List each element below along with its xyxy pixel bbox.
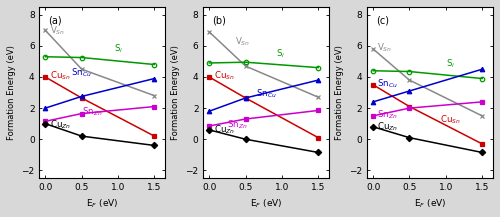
Text: S$_i$: S$_i$ (114, 43, 124, 55)
Y-axis label: Formation Energy (eV): Formation Energy (eV) (7, 45, 16, 140)
Text: (a): (a) (48, 15, 62, 26)
Text: Sn$_{Zn}$: Sn$_{Zn}$ (378, 109, 398, 121)
Text: V$_{Sn}$: V$_{Sn}$ (378, 42, 392, 54)
Text: Sn$_{Cu}$: Sn$_{Cu}$ (72, 66, 92, 79)
Text: Cu$_{Sn}$: Cu$_{Sn}$ (440, 113, 461, 126)
Text: Sn$_{Zn}$: Sn$_{Zn}$ (226, 119, 247, 131)
Y-axis label: Formation Energy (eV): Formation Energy (eV) (334, 45, 344, 140)
Text: Cu$_{Sn}$: Cu$_{Sn}$ (50, 70, 70, 82)
Text: V$_{Sn}$: V$_{Sn}$ (236, 36, 250, 48)
Text: S$_i$: S$_i$ (446, 58, 455, 70)
Text: Sn$_{Cu}$: Sn$_{Cu}$ (256, 87, 277, 100)
X-axis label: E$_F$ (eV): E$_F$ (eV) (414, 197, 446, 210)
Text: (b): (b) (212, 15, 226, 26)
X-axis label: E$_F$ (eV): E$_F$ (eV) (86, 197, 118, 210)
Text: V$_{Sn}$: V$_{Sn}$ (50, 24, 65, 36)
Text: S$_i$: S$_i$ (276, 47, 285, 60)
Text: Cu$_{Sn}$: Cu$_{Sn}$ (214, 70, 234, 82)
Text: Sn$_{Zn}$: Sn$_{Zn}$ (82, 106, 102, 118)
Text: Cu$_{Zn}$: Cu$_{Zn}$ (378, 121, 398, 133)
Text: Cu$_{Zn}$: Cu$_{Zn}$ (50, 118, 71, 131)
Text: Cu$_{Zn}$: Cu$_{Zn}$ (214, 123, 234, 136)
Text: (c): (c) (376, 15, 389, 26)
Y-axis label: Formation Energy (eV): Formation Energy (eV) (171, 45, 180, 140)
X-axis label: E$_F$ (eV): E$_F$ (eV) (250, 197, 282, 210)
Text: Sn$_{Cu}$: Sn$_{Cu}$ (378, 78, 398, 90)
